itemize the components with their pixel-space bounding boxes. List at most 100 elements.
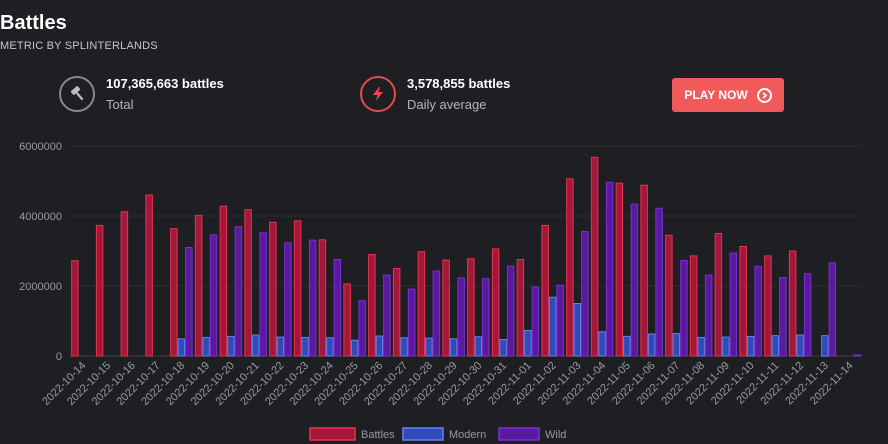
bar-modern	[375, 335, 384, 357]
bar-modern	[326, 337, 334, 357]
bar-modern	[425, 337, 433, 357]
bar-wild	[803, 273, 812, 357]
bar-wild	[234, 226, 243, 357]
bar-wild	[185, 247, 193, 357]
bar-modern	[623, 335, 631, 357]
bar-modern	[821, 335, 829, 357]
legend-label-battles: Battles	[361, 429, 395, 441]
total-battles-value: 107,365,663 battles	[106, 76, 224, 91]
bar-modern	[251, 334, 260, 357]
play-now-label: PLAY NOW	[684, 88, 748, 102]
bar-battles	[640, 184, 648, 357]
bar-wild	[457, 277, 465, 357]
y-tick-label: 2000000	[19, 281, 62, 293]
bar-battles	[219, 205, 228, 357]
bar-modern	[697, 336, 705, 357]
bar-wild	[432, 270, 441, 357]
bar-battles	[368, 254, 376, 357]
bar-modern	[499, 339, 507, 357]
play-now-button[interactable]: PLAY NOW	[672, 78, 784, 112]
bar-wild	[828, 262, 837, 357]
daily-average-value: 3,578,855 battles	[407, 76, 511, 91]
bar-modern	[350, 339, 359, 357]
bar-modern	[647, 333, 656, 357]
bar-battles	[566, 178, 574, 357]
bar-wild	[704, 274, 713, 357]
bar-wild	[482, 278, 490, 357]
bar-battles	[293, 220, 302, 357]
bar-wild	[655, 207, 663, 357]
bar-modern	[746, 335, 755, 357]
bar-modern	[474, 336, 483, 357]
bar-wild	[779, 277, 787, 357]
bar-modern	[672, 333, 681, 357]
bar-modern	[573, 303, 582, 357]
bar-battles	[145, 194, 153, 357]
bar-battles	[491, 248, 500, 357]
bar-wild	[333, 258, 342, 357]
bar-wild	[556, 284, 564, 357]
bar-wild	[680, 259, 688, 357]
bar-battles	[95, 224, 104, 357]
bar-battles	[714, 233, 723, 357]
bar-battles	[343, 283, 351, 357]
total-battles-label: Total	[106, 97, 134, 112]
bar-wild	[853, 354, 861, 357]
bar-battles	[318, 239, 327, 357]
bar-wild	[605, 181, 614, 357]
bar-battles	[442, 259, 450, 357]
legend-swatch-modern	[402, 427, 444, 441]
bar-modern	[524, 329, 532, 357]
bar-wild	[754, 265, 762, 357]
hammer-icon	[59, 76, 95, 112]
bar-modern	[227, 335, 235, 357]
daily-average-label: Daily average	[407, 97, 487, 112]
bar-wild	[259, 232, 267, 357]
bar-battles	[590, 156, 599, 357]
legend-label-wild: Wild	[545, 429, 566, 441]
bar-wild	[407, 288, 416, 357]
daily-average-stat: 3,578,855 battles Daily average	[360, 76, 510, 112]
bar-modern	[202, 336, 210, 357]
bar-battles	[417, 251, 426, 357]
bar-battles	[788, 250, 797, 357]
legend-label-modern: Modern	[449, 429, 486, 441]
bar-modern	[548, 296, 557, 357]
legend-swatch-wild	[498, 427, 540, 441]
page-title: Battles	[0, 12, 67, 34]
bar-wild	[729, 252, 738, 357]
bar-modern	[796, 334, 804, 357]
bar-battles	[71, 260, 79, 357]
legend-swatch-battles	[309, 427, 356, 441]
bar-battles	[739, 245, 747, 357]
bar-battles	[615, 182, 624, 357]
bar-modern	[722, 336, 730, 357]
bar-modern	[276, 336, 285, 357]
bar-modern	[301, 336, 309, 357]
bar-wild	[506, 265, 515, 357]
bar-battles	[665, 234, 673, 357]
chevron-right-icon	[756, 87, 772, 103]
bar-modern	[449, 338, 458, 357]
y-tick-label: 0	[56, 351, 62, 363]
bar-battles	[392, 268, 401, 357]
bar-modern	[177, 338, 186, 357]
y-tick-label: 6000000	[19, 141, 62, 153]
page-subtitle: METRIC BY SPLINTERLANDS	[0, 40, 158, 52]
bar-wild	[531, 286, 540, 357]
bar-wild	[383, 274, 391, 357]
bar-battles	[120, 211, 129, 357]
bar-wild	[284, 242, 292, 357]
bar-wild	[358, 300, 366, 357]
bar-battles	[689, 255, 698, 357]
bar-battles	[170, 228, 178, 357]
bar-battles	[244, 209, 252, 357]
bar-battles	[467, 258, 475, 357]
bar-modern	[400, 337, 408, 357]
total-battles-stat: 107,365,663 battles Total	[59, 76, 224, 112]
lightning-icon	[360, 76, 396, 112]
bar-modern	[771, 335, 780, 357]
bar-modern	[598, 331, 606, 357]
bar-wild	[630, 203, 639, 357]
